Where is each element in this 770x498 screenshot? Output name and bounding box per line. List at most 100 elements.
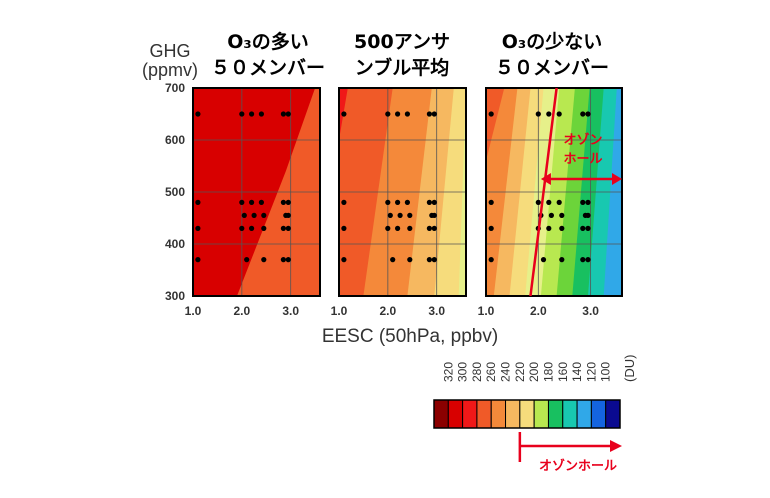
- ozone-hole-threshold-line: [529, 87, 558, 297]
- colorbar-tick-label: 240: [499, 362, 513, 382]
- ensemble-point: [556, 199, 562, 205]
- ensemble-point: [280, 225, 286, 231]
- ensemble-point: [280, 199, 286, 205]
- ensemble-point: [195, 111, 201, 117]
- ensemble-point: [407, 257, 413, 263]
- hole-label-line1: オゾン: [563, 132, 602, 148]
- ensemble-point: [548, 212, 555, 218]
- panel-title-line1: O₃の少ない: [502, 31, 602, 53]
- hole-arrow-head-left: [540, 173, 551, 185]
- ensemble-point: [431, 212, 437, 218]
- x-tick-label: 3.0: [582, 304, 599, 318]
- ensemble-point: [546, 111, 552, 117]
- colorbar-swatch: [476, 399, 492, 429]
- ensemble-point: [341, 257, 347, 263]
- ensemble-point: [385, 225, 391, 231]
- y-tick-label: 700: [165, 81, 185, 95]
- ensemble-point: [585, 111, 591, 117]
- ensemble-point: [585, 199, 591, 205]
- colorbar-swatch: [519, 399, 535, 429]
- colorbar-hole-label: オゾンホール: [539, 458, 617, 474]
- panel-title-line1: O₃の多い: [227, 30, 308, 53]
- panel-title-line2: ５０メンバー: [211, 57, 325, 79]
- x-tick-label: 2.0: [234, 304, 251, 318]
- ensemble-point: [285, 111, 291, 117]
- x-tick-label: 3.0: [282, 304, 299, 318]
- y-tick-label: 400: [165, 237, 185, 251]
- ensemble-point: [195, 199, 201, 205]
- ensemble-point: [488, 199, 494, 205]
- ensemble-point: [239, 225, 245, 231]
- colorbar-tick-label: 140: [570, 362, 584, 382]
- ensemble-point: [395, 199, 401, 205]
- ensemble-point: [426, 225, 432, 231]
- colorbar-tick-label: 200: [527, 362, 541, 382]
- hole-arrow-head-right: [612, 173, 622, 185]
- panel-3: O₃の少ない ５０メンバー 1.0 2.0 3.0: [478, 31, 623, 318]
- ensemble-point: [559, 225, 565, 231]
- ensemble-point: [341, 225, 347, 231]
- ensemble-point: [559, 212, 565, 218]
- panel-title-line1: 500アンサ: [354, 31, 450, 53]
- ensemble-point: [241, 212, 247, 218]
- colorbar-swatch: [547, 399, 564, 429]
- ensemble-point: [285, 225, 291, 231]
- ensemble-point: [488, 225, 494, 231]
- ensemble-point: [390, 257, 396, 263]
- ensemble-point: [426, 199, 432, 205]
- x-tick-label: 3.0: [428, 304, 445, 318]
- x-tick-label: 2.0: [380, 304, 397, 318]
- ensemble-point: [404, 199, 410, 205]
- ensemble-point: [258, 111, 264, 117]
- ensemble-point: [407, 225, 413, 231]
- colorbar-swatch: [590, 399, 607, 429]
- ensemble-point: [397, 212, 403, 218]
- colorbar-hole-arrowhead: [610, 440, 622, 452]
- colorbar-swatch: [576, 399, 592, 429]
- ensemble-point: [239, 199, 245, 205]
- ensemble-point: [580, 199, 586, 205]
- x-tick-label: 2.0: [530, 304, 547, 318]
- panel-frame: [485, 87, 623, 297]
- colorbar-frame: [433, 399, 621, 429]
- colorbar-swatch: [562, 399, 578, 429]
- colorbar-tick-label: 160: [556, 362, 570, 382]
- ensemble-point: [261, 212, 267, 218]
- ensemble-point: [546, 225, 552, 231]
- x-tick-label: 1.0: [331, 304, 348, 318]
- colorbar-tick-label: 220: [513, 362, 527, 382]
- panel-1: O₃の多い ５０メンバー 1.0 2.0 3.0 300 400 500 600 700: [165, 30, 325, 318]
- ensemble-point: [249, 225, 255, 231]
- y-axis-label-line2: (ppmv): [142, 60, 198, 80]
- colorbar-tick-label: 300: [456, 362, 470, 382]
- panel-frame: [192, 87, 321, 297]
- x-tick-label: 1.0: [478, 304, 495, 318]
- colorbar-tick-label: 260: [484, 362, 498, 382]
- ensemble-point: [395, 111, 401, 117]
- panel-title-line2: ５０メンバー: [495, 57, 609, 79]
- ensemble-point: [431, 225, 437, 231]
- ensemble-point: [341, 199, 347, 205]
- colorbar-tick-label: 320: [441, 362, 455, 382]
- y-tick-label: 300: [165, 289, 185, 303]
- colorbar-swatch: [533, 399, 549, 429]
- ensemble-point: [285, 257, 291, 263]
- ensemble-point: [285, 199, 291, 205]
- ensemble-point: [426, 257, 432, 263]
- ensemble-point: [249, 199, 255, 205]
- colorbar: 320 300 280 260 240 220 200 180 160 140 120 100: [433, 362, 621, 429]
- ensemble-point: [535, 111, 541, 117]
- colorbar-swatch: [505, 399, 521, 429]
- ensemble-point: [195, 257, 201, 263]
- colorbar-swatch: [490, 399, 507, 429]
- ensemble-point: [431, 199, 437, 205]
- panels-group: O₃の多い ５０メンバー 1.0 2.0 3.0 300 400 500 600 700 500アン…: [165, 30, 623, 318]
- ensemble-point: [387, 212, 393, 218]
- ensemble-point: [280, 111, 286, 117]
- ensemble-point: [244, 257, 250, 263]
- ensemble-point: [385, 111, 391, 117]
- colorbar-tick-label: 180: [541, 362, 555, 382]
- ensemble-point: [488, 111, 494, 117]
